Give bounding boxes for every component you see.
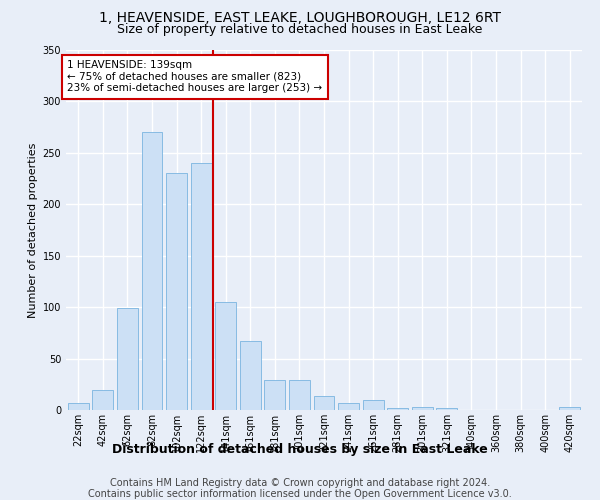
Bar xyxy=(68,403,89,410)
Bar xyxy=(240,341,261,410)
Text: Contains HM Land Registry data © Crown copyright and database right 2024.: Contains HM Land Registry data © Crown c… xyxy=(110,478,490,488)
Text: 1, HEAVENSIDE, EAST LEAKE, LOUGHBOROUGH, LE12 6RT: 1, HEAVENSIDE, EAST LEAKE, LOUGHBOROUGH,… xyxy=(99,11,501,25)
Bar xyxy=(314,396,334,410)
Bar xyxy=(559,407,580,410)
Text: Contains public sector information licensed under the Open Government Licence v3: Contains public sector information licen… xyxy=(88,489,512,499)
Bar xyxy=(142,132,163,410)
Bar xyxy=(289,380,310,410)
Bar xyxy=(92,390,113,410)
Bar xyxy=(387,408,408,410)
Bar xyxy=(362,400,383,410)
Text: Distribution of detached houses by size in East Leake: Distribution of detached houses by size … xyxy=(112,442,488,456)
Bar xyxy=(436,408,457,410)
Bar xyxy=(191,163,212,410)
Bar xyxy=(117,308,138,410)
Text: 1 HEAVENSIDE: 139sqm
← 75% of detached houses are smaller (823)
23% of semi-deta: 1 HEAVENSIDE: 139sqm ← 75% of detached h… xyxy=(67,60,322,94)
Bar xyxy=(265,380,286,410)
Text: Size of property relative to detached houses in East Leake: Size of property relative to detached ho… xyxy=(118,22,482,36)
Bar xyxy=(215,302,236,410)
Y-axis label: Number of detached properties: Number of detached properties xyxy=(28,142,38,318)
Bar xyxy=(338,403,359,410)
Bar xyxy=(166,174,187,410)
Bar xyxy=(412,407,433,410)
